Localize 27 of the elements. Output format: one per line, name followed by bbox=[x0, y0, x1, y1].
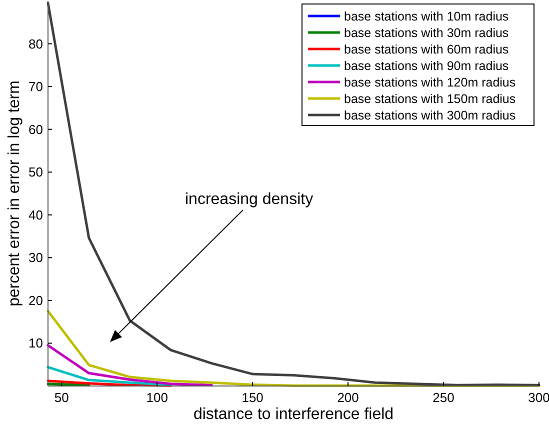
x-tick-label: 200 bbox=[337, 390, 359, 405]
y-tick-label: 10 bbox=[28, 336, 43, 351]
y-tick-label: 20 bbox=[28, 292, 43, 308]
x-tick-label: 100 bbox=[146, 390, 168, 405]
legend-label: base stations with 300m radius bbox=[344, 108, 516, 122]
x-tick-label: 50 bbox=[54, 390, 69, 405]
legend-label: base stations with 60m radius bbox=[344, 42, 509, 56]
annotation: increasing density bbox=[185, 191, 314, 208]
legend-label: base stations with 150m radius bbox=[344, 92, 516, 106]
y-tick-label: 40 bbox=[28, 207, 43, 222]
x-tick-label: 150 bbox=[242, 390, 264, 405]
x-axis-title: distance to interference field bbox=[193, 406, 394, 423]
legend-label: base stations with 30m radius bbox=[344, 26, 509, 40]
y-tick-label: 50 bbox=[28, 164, 43, 180]
legend-label: base stations with 120m radius bbox=[344, 76, 516, 90]
line-series bbox=[46, 2, 540, 386]
legend-label: base stations with 10m radius bbox=[344, 10, 509, 24]
line-series bbox=[46, 344, 213, 386]
y-tick-label: 70 bbox=[28, 79, 43, 94]
y-axis-title: percent error in error in log term bbox=[6, 80, 23, 306]
y-tick-label: 60 bbox=[28, 122, 43, 137]
legend-label: base stations with 90m radius bbox=[344, 59, 509, 73]
y-tick-label: 30 bbox=[28, 250, 43, 266]
x-tick-label: 250 bbox=[432, 390, 454, 405]
x-tick-label: 300 bbox=[528, 390, 549, 405]
y-tick-label: 80 bbox=[28, 36, 43, 52]
line-series bbox=[46, 366, 172, 386]
